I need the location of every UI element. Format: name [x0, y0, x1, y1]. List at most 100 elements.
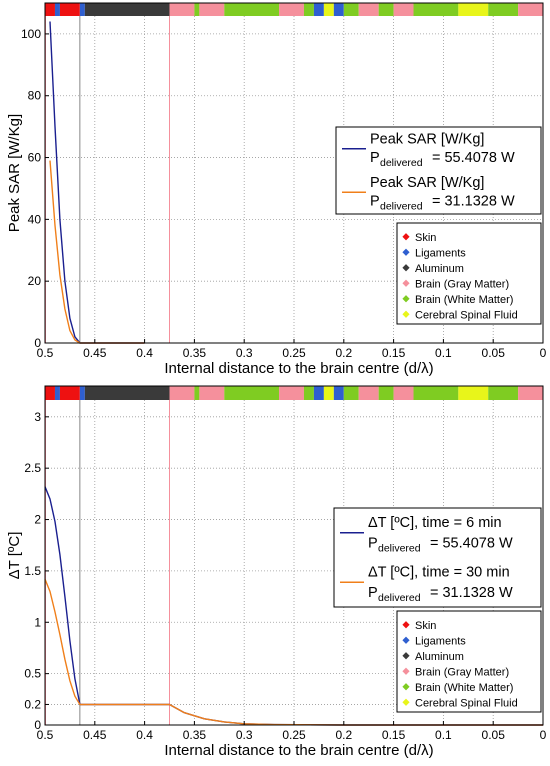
tissue-legend-label: Skin [415, 232, 436, 244]
y-tick-label: 60 [28, 151, 42, 165]
x-tick-label: 0.4 [136, 346, 153, 360]
y-tick-label: 20 [28, 274, 42, 288]
legend-power-subscript: delivered [380, 157, 423, 169]
tissue-legend-box [396, 222, 542, 325]
x-tick-label: 0.2 [335, 728, 352, 742]
tissue-segment [54, 3, 60, 16]
y-tick-label: 100 [21, 27, 41, 41]
x-tick-label: 0.3 [236, 728, 253, 742]
x-tick-label: 0.15 [382, 346, 406, 360]
tissue-segment [59, 3, 80, 16]
tissue-segment [393, 3, 414, 16]
tissue-marker-5 [402, 683, 410, 691]
x-tick-label: 0.25 [282, 728, 306, 742]
y-axis-label: Peak SAR [W/Kg] [6, 114, 23, 232]
tissue-segment [518, 3, 543, 16]
x-tick-label: 0.4 [136, 728, 153, 742]
legend-box [333, 507, 542, 608]
tissue-segment [313, 386, 324, 400]
legend-series-name: Peak SAR [W/Kg] [370, 132, 484, 148]
tissue-segment [458, 386, 489, 400]
tissue-marker-5 [402, 295, 410, 303]
series-legend: Peak SAR [W/Kg] P delivered = 55.4078 W Peak… [335, 126, 542, 215]
legend-power-label: P [368, 585, 378, 601]
legend-series-name: Peak SAR [W/Kg] [370, 175, 484, 191]
x-tick-label: 0 [540, 728, 547, 742]
chart-panel-1: 0.5 0.45 0.4 0.35 0.3 0.25 0.2 0.15 0.1 0.05 0 0 20 4… [6, 2, 547, 377]
y-tick-label: 80 [28, 89, 42, 103]
tissue-legend-label: Cerebral Spinal Fluid [415, 309, 518, 321]
x-tick-label: 0.5 [37, 346, 54, 360]
tissue-legend-label: Aluminum [415, 651, 464, 663]
tissue-segment [413, 3, 459, 16]
y-tick-label: 3 [34, 410, 41, 424]
x-tick-label: 0.1 [435, 346, 452, 360]
x-tick-label: 0.45 [83, 346, 107, 360]
legend-power-value: = 55.4078 W [430, 536, 513, 552]
tissue-marker-4 [402, 667, 410, 675]
tissue-segment [169, 386, 195, 400]
y-tick-label: 2.5 [24, 461, 41, 475]
tissue-marker-6 [402, 698, 410, 706]
legend-power-label: P [370, 150, 380, 166]
tissue-segment [79, 386, 85, 400]
tissue-segment [488, 386, 519, 400]
x-axis-label: Internal distance to the brain centre (d… [164, 360, 433, 377]
tissue-segment [488, 3, 519, 16]
tissue-segment [313, 3, 324, 16]
tissue-marker-3 [402, 264, 410, 272]
y-tick-label: 0 [34, 336, 41, 350]
tissue-segment [45, 386, 55, 400]
tissue-legend-label: Ligaments [415, 635, 466, 647]
tissue-segment [224, 3, 280, 16]
tissue-segment [333, 3, 344, 16]
legend-power-subscript: delivered [378, 543, 421, 555]
tissue-segment [199, 386, 225, 400]
legend-power-value: = 31.1328 W [432, 193, 515, 209]
y-tick-label: 1.5 [24, 564, 41, 578]
tissue-marker-1 [402, 233, 410, 241]
tissue-segment [413, 386, 459, 400]
y-tick-label: 40 [28, 212, 42, 226]
x-tick-label: 0.5 [37, 728, 54, 742]
x-tick-label: 0.15 [382, 728, 406, 742]
tissue-segment [303, 3, 314, 16]
tissue-segment [194, 3, 200, 16]
tissue-legend-label: Ligaments [415, 247, 466, 259]
tissue-segment [54, 386, 60, 400]
series-legend: ΔT [ºC], time = 6 min P delivered = 55.4078… [333, 507, 542, 608]
y-axis-label: ΔT [ºC] [6, 532, 23, 580]
legend-series-name: ΔT [ºC], time = 30 min [368, 564, 510, 580]
tissue-segment [279, 3, 304, 16]
tissue-legend-label: Aluminum [415, 263, 464, 275]
tissue-marker-4 [402, 279, 410, 287]
tissue-segment [194, 386, 200, 400]
tissue-marker-3 [402, 652, 410, 660]
y-tick-label: 0.5 [24, 667, 41, 681]
tissue-segment [84, 3, 170, 16]
tissue-segment [358, 386, 379, 400]
tissue-legend: Skin Ligaments Aluminum Brain (Gray Matter)… [396, 222, 542, 325]
tissue-segment [303, 386, 314, 400]
tissue-marker-6 [402, 310, 410, 318]
legend-box [335, 126, 542, 215]
y-tick-label: 0 [34, 718, 41, 732]
tissue-marker-2 [402, 248, 410, 256]
tissue-legend-label: Brain (White Matter) [415, 682, 513, 694]
tissue-segment [343, 3, 359, 16]
x-tick-label: 0.35 [183, 346, 207, 360]
tissue-segment [518, 386, 543, 400]
tissue-legend-label: Brain (White Matter) [415, 294, 513, 306]
tissue-legend-label: Brain (Gray Matter) [415, 278, 509, 290]
y-tick-label: 0.2 [24, 697, 41, 711]
x-tick-label: 0.1 [435, 728, 452, 742]
tissue-segment [199, 3, 225, 16]
tissue-segment [323, 386, 334, 400]
tissue-segment [333, 386, 344, 400]
tissue-segment [378, 3, 394, 16]
x-tick-label: 0 [540, 346, 547, 360]
x-axis-label: Internal distance to the brain centre (d… [164, 742, 433, 759]
legend-power-subscript: delivered [378, 592, 421, 604]
x-tick-label: 0.45 [83, 728, 107, 742]
